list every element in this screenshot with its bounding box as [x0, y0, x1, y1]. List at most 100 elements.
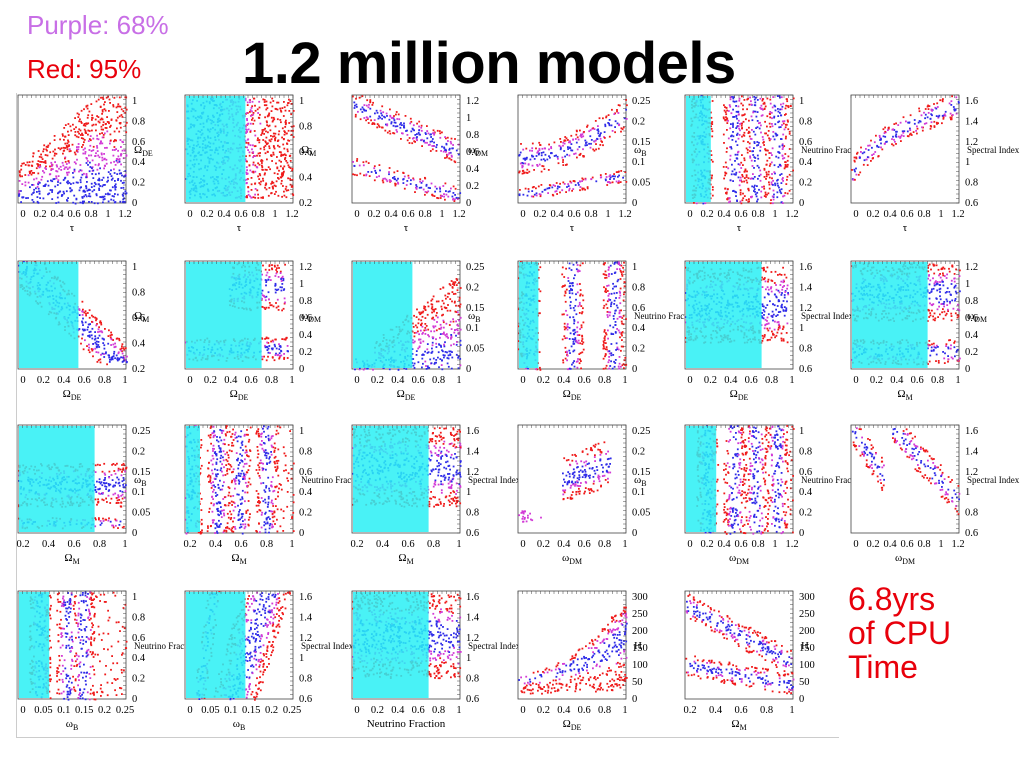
- point: [781, 178, 784, 181]
- point: [777, 121, 779, 124]
- point: [779, 112, 781, 114]
- point: [734, 153, 737, 156]
- point: [253, 130, 256, 132]
- point: [354, 115, 357, 118]
- point: [363, 104, 366, 106]
- point: [432, 326, 435, 329]
- point: [759, 173, 762, 176]
- point: [448, 147, 451, 150]
- point: [83, 172, 85, 175]
- point: [352, 161, 354, 163]
- point: [788, 148, 791, 150]
- point: [116, 173, 119, 175]
- point: [261, 273, 263, 276]
- point: [786, 178, 788, 181]
- point: [763, 168, 766, 171]
- point: [415, 354, 418, 356]
- point: [710, 111, 712, 114]
- point: [286, 345, 289, 347]
- point: [578, 146, 581, 148]
- point: [291, 185, 294, 188]
- point: [111, 195, 114, 197]
- x-axis-label: τ: [570, 222, 575, 234]
- point: [936, 102, 939, 105]
- point: [29, 186, 31, 189]
- point: [452, 185, 455, 188]
- point: [426, 191, 428, 194]
- point: [856, 152, 858, 155]
- point: [265, 281, 268, 283]
- point: [45, 148, 48, 151]
- point: [758, 141, 760, 144]
- point: [740, 167, 743, 169]
- point: [780, 103, 782, 106]
- point: [49, 189, 52, 191]
- point: [53, 154, 56, 157]
- point: [62, 152, 64, 155]
- point: [98, 187, 100, 190]
- point: [564, 290, 567, 293]
- point: [263, 133, 265, 135]
- point: [732, 190, 734, 192]
- point: [90, 201, 93, 203]
- point: [264, 344, 266, 347]
- point: [247, 142, 250, 144]
- point: [928, 105, 931, 107]
- point: [711, 121, 714, 123]
- point: [410, 120, 413, 123]
- point: [884, 126, 886, 129]
- point: [457, 367, 460, 370]
- point: [108, 98, 111, 101]
- point: [90, 154, 93, 157]
- point: [426, 130, 429, 132]
- point: [246, 119, 248, 122]
- point: [441, 359, 443, 362]
- point: [95, 193, 98, 195]
- point: [754, 190, 756, 193]
- point: [87, 114, 90, 117]
- point: [432, 357, 435, 360]
- point: [365, 109, 367, 112]
- point: [263, 101, 266, 103]
- point: [780, 173, 783, 175]
- point: [418, 345, 421, 348]
- point: [395, 129, 398, 131]
- point: [454, 300, 456, 303]
- point: [118, 169, 121, 172]
- point: [902, 116, 905, 119]
- point: [582, 135, 585, 138]
- point: [437, 300, 440, 303]
- point: [863, 151, 866, 154]
- point: [593, 149, 596, 152]
- point: [450, 142, 453, 145]
- point: [62, 150, 65, 152]
- point: [84, 152, 87, 155]
- point: [82, 324, 84, 326]
- point: [522, 162, 525, 165]
- panel-6: 0 0.2 0.4 0.6 0.8 1 1.21.61.41.210.80.6τSpectr…: [850, 94, 1020, 234]
- point: [748, 146, 751, 149]
- point: [284, 188, 287, 190]
- point: [792, 97, 795, 100]
- point: [554, 185, 556, 187]
- point: [261, 130, 264, 133]
- point: [745, 176, 748, 178]
- point: [113, 149, 116, 151]
- point: [60, 195, 63, 197]
- point: [55, 164, 58, 167]
- point: [24, 164, 27, 166]
- point: [247, 178, 249, 180]
- point: [730, 147, 733, 150]
- point: [750, 115, 753, 118]
- x-tick-label: 0.8: [251, 209, 264, 220]
- point: [125, 192, 128, 195]
- point: [272, 145, 275, 147]
- point: [73, 168, 76, 171]
- point: [266, 150, 269, 153]
- point: [766, 97, 769, 100]
- point: [539, 195, 542, 198]
- point: [289, 177, 291, 180]
- point: [548, 143, 550, 146]
- y-tick-label: 1: [132, 262, 137, 273]
